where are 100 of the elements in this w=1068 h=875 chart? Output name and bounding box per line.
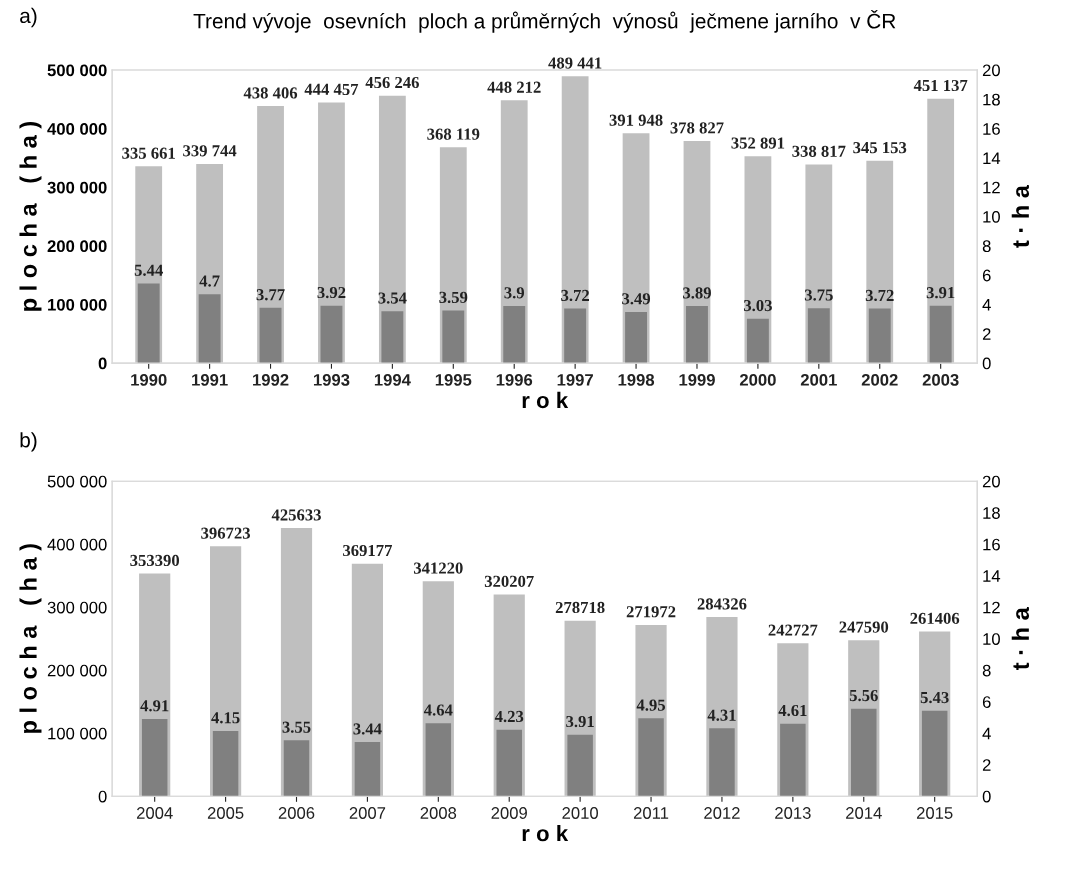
- data-label: 444 457: [304, 83, 359, 96]
- data-label: 3.54: [378, 292, 407, 304]
- x-tick-label: 1994: [374, 373, 411, 386]
- data-label: 3.77: [256, 289, 285, 301]
- data-label: 451 137: [913, 79, 968, 92]
- bar: [564, 308, 587, 364]
- x-tick-label: 2015: [916, 807, 953, 819]
- data-label: 425633: [271, 509, 321, 521]
- data-label: 3.55: [282, 721, 311, 733]
- data-label: 3.91: [566, 715, 594, 728]
- y-axis-title: p l o c h a ( h a ): [19, 121, 42, 311]
- x-tick-label: 2008: [420, 807, 457, 819]
- data-label: 456 246: [365, 76, 419, 89]
- y2-tick-label: 6: [982, 269, 991, 282]
- data-label: 341220: [413, 562, 463, 574]
- y-tick-label: 200 000: [47, 664, 107, 677]
- y2-tick-label: 8: [982, 240, 991, 253]
- data-label: 247590: [839, 621, 889, 633]
- y-tick-label: 0: [98, 357, 107, 370]
- data-label: 489 441: [548, 57, 602, 69]
- y2-axis-title: t · h a: [1011, 184, 1030, 248]
- y-tick-label: 400 000: [47, 123, 107, 135]
- bar: [259, 307, 282, 364]
- y2-tick-label: 4: [982, 727, 991, 740]
- data-label: 4.64: [423, 704, 453, 716]
- data-label: 4.31: [707, 709, 736, 721]
- x-tick-label: 2004: [136, 807, 173, 819]
- y-tick-label: 500 000: [47, 475, 107, 488]
- data-label: 378 827: [670, 122, 724, 134]
- y2-axis-title: t · h a: [1011, 607, 1030, 670]
- y-tick-label: 300 000: [47, 181, 107, 194]
- data-label: 3.75: [804, 289, 833, 301]
- x-tick-label: 2014: [846, 807, 882, 819]
- x-axis-title: r o k: [522, 391, 569, 409]
- x-tick-label: 2003: [922, 373, 959, 386]
- y-axis-title: p l o c h a ( h a ): [19, 544, 42, 733]
- y-tick-label: 0: [98, 790, 107, 803]
- y-tick-label: 500 000: [47, 64, 107, 77]
- data-label: 369177: [343, 544, 392, 557]
- text: a): [20, 7, 37, 28]
- data-label: 320207: [484, 575, 534, 587]
- y2-tick-label: 12: [983, 181, 1000, 194]
- x-axis-title: r o k: [522, 824, 569, 842]
- data-label: 5.43: [920, 691, 949, 704]
- y2-tick-label: 10: [983, 633, 1000, 645]
- x-tick-label: 2000: [739, 373, 776, 386]
- data-label: 396723: [201, 527, 251, 539]
- data-label: 3.49: [622, 293, 651, 305]
- data-label: 4.23: [494, 710, 524, 723]
- data-label: 3.89: [683, 287, 711, 299]
- bar: [625, 311, 648, 364]
- y-tick-label: 100 000: [48, 298, 107, 311]
- data-label: 271972: [626, 606, 676, 618]
- y2-tick-label: 20: [982, 475, 1000, 488]
- bar: [212, 730, 239, 797]
- bar: [868, 308, 891, 364]
- data-label: 3.92: [317, 286, 346, 299]
- y2-tick-label: 6: [982, 696, 991, 708]
- y2-tick-label: 18: [983, 507, 1000, 519]
- x-tick-label: 1990: [131, 373, 167, 386]
- data-label: 3.9: [504, 287, 525, 299]
- chart-title: Trend vývoje osevních ploch a průměrných výnosů ječmene jarního v ČR: [193, 10, 896, 33]
- data-label: 338 817: [792, 145, 846, 157]
- bar: [929, 305, 952, 364]
- data-label: 448 212: [487, 81, 541, 93]
- data-label: 242727: [768, 624, 818, 636]
- data-label: 438 406: [243, 87, 298, 99]
- data-label: 3.72: [561, 289, 590, 302]
- data-label: 335 661: [122, 147, 175, 159]
- text: b): [20, 432, 37, 452]
- data-label: 4.15: [211, 712, 240, 724]
- data-label: 391 948: [609, 114, 663, 126]
- bar: [283, 740, 310, 797]
- y2-tick-label: 20: [982, 64, 1000, 77]
- bar: [503, 305, 526, 364]
- data-label: 4.7: [199, 275, 220, 287]
- y-tick-label: 300 000: [47, 601, 107, 614]
- data-label: 352 891: [731, 137, 785, 149]
- bar: [354, 742, 381, 797]
- data-label: 278718: [555, 601, 605, 614]
- x-tick-label: 2001: [800, 373, 837, 386]
- y2-tick-label: 16: [983, 123, 1000, 135]
- y2-tick-label: 8: [982, 664, 991, 677]
- y-tick-label: 100 000: [48, 727, 107, 740]
- data-label: 3.91: [926, 287, 955, 299]
- data-label: 5.44: [134, 264, 163, 276]
- x-tick-label: 2011: [633, 807, 669, 819]
- x-tick-label: 1993: [313, 373, 350, 386]
- y2-tick-label: 18: [983, 93, 1000, 106]
- x-tick-label: 1996: [496, 373, 533, 386]
- data-label: 3.03: [743, 299, 772, 312]
- data-label: 3.72: [865, 289, 894, 302]
- x-tick-label: 1999: [679, 373, 715, 386]
- x-tick-label: 1992: [253, 373, 289, 386]
- y2-tick-label: 12: [983, 601, 1000, 614]
- bar: [442, 310, 465, 364]
- y2-tick-label: 0: [982, 357, 991, 370]
- data-label: 4.91: [140, 700, 169, 712]
- x-tick-label: 2007: [349, 807, 386, 819]
- y2-tick-label: 14: [983, 152, 1001, 164]
